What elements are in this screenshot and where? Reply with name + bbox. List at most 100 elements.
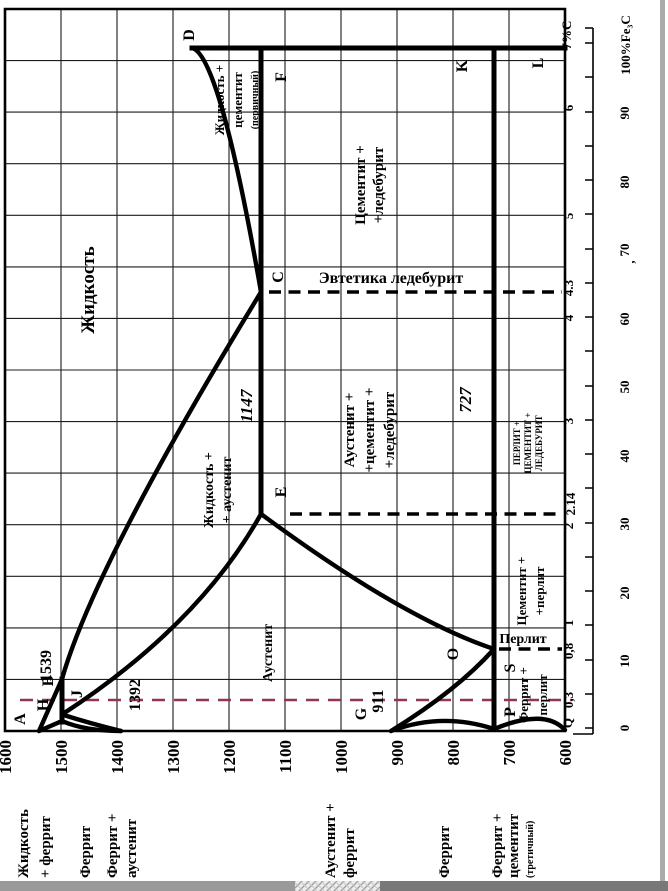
carbon-tick-q: Q (560, 718, 575, 728)
point-label-s: S (502, 663, 519, 672)
temp-tick-1000: 1000 (332, 740, 351, 774)
margin-liquid-ferrite-line1: Жидкость (16, 809, 32, 878)
region-liquid-austenite-line1: Жидкость + (202, 452, 217, 528)
point-label-o: O (445, 648, 462, 660)
temp-tick-1500: 1500 (52, 740, 71, 774)
annotation-911: 911 (370, 689, 387, 712)
region-liquid-cementite-line3: (первичный) (250, 71, 261, 130)
region-pearlite: Перлит (499, 632, 546, 647)
fe3c-tick-30: 30 (617, 518, 632, 531)
bottom-bar-light (0, 881, 295, 891)
carbon-tick-6: 6 (561, 104, 576, 111)
right-edge-strip (660, 0, 665, 881)
fe3c-tick-20: 20 (617, 587, 632, 600)
line-gp (388, 718, 497, 734)
point-label-j: J (69, 690, 86, 698)
solidus-je (59, 511, 264, 717)
margin-ferrite-cementite-line1: Феррит + (490, 813, 506, 878)
fe3c-tick-70: 70 (617, 244, 632, 257)
region-liquid-austenite-line2: + аустенит (220, 457, 235, 524)
fe3c-stray-comma: , (622, 260, 637, 263)
fe3c-tick-50: 50 (617, 381, 632, 394)
grid-carbon-lines (5, 60, 565, 680)
carbon-tick-2.14: 2.14 (563, 492, 578, 515)
region-liquid-cementite-line2: цементит (230, 72, 245, 128)
margin-ferrite-delta: Феррит (78, 825, 94, 878)
region-liquid: Жидкость (78, 246, 99, 333)
region-austenite-cementite-ledeburite-line3: +ледебурит (382, 391, 398, 468)
carbon-tick-0.3: 0,3 (561, 691, 576, 708)
region-cementite-ledeburite-line2: +ледебурит (371, 146, 387, 223)
annotation-1539: 1539 (38, 650, 55, 682)
point-label-d: D (181, 29, 198, 41)
carbon-tick-2: 2 (561, 523, 576, 530)
region-cementite-ledeburite-line1: Цементит + (353, 145, 369, 225)
annotation-727: 727 (456, 386, 475, 413)
point-label-p: P (502, 707, 519, 717)
margin-austenite-ferrite-line1: Аустенит + (323, 803, 339, 878)
region-ferrite-pearlite-line1: Феррит + (516, 667, 531, 723)
carbon-tick-3: 3 (561, 417, 576, 424)
liquidus-cd (189, 45, 264, 295)
annotation-1392: 1392 (127, 679, 144, 711)
point-label-c: C (270, 271, 287, 283)
bottom-bar-hatched (295, 881, 380, 891)
region-pearlite-cementite-ledeburite-line2: ЦЕМЕНТИТ + (523, 413, 533, 474)
region-austenite-cementite-ledeburite-line1: Аустенит + (342, 393, 358, 468)
fe3c-tick-0: 0 (617, 725, 632, 732)
margin-ferrite-cementite-line3: (третичный) (525, 821, 536, 878)
region-pearlite-cementite-ledeburite-line3: ЛЕДЕБУРИТ (534, 415, 544, 471)
region-cementite-pearlite-line2: +перлит (532, 566, 547, 615)
temp-tick-1200: 1200 (220, 740, 239, 774)
temp-tick-600: 600 (556, 740, 575, 766)
temp-tick-1400: 1400 (108, 740, 127, 774)
temp-tick-1600: 1600 (0, 740, 15, 774)
margin-ferrite-cementite-line2: цементит (506, 813, 522, 878)
fe3c-tick-40: 40 (617, 450, 632, 463)
carbon-tick-7pctC: 7%C (559, 21, 574, 50)
bottom-bar-dark (380, 881, 668, 891)
temp-tick-800: 800 (444, 740, 463, 766)
margin-liquid-ferrite-line2: + феррит (38, 815, 54, 878)
margin-ferrite-austenite-line1: Феррит + (105, 813, 121, 878)
annotation-1147: 1147 (237, 388, 256, 423)
carbon-tick-4: 4 (561, 314, 576, 321)
region-liquid-cementite-line1: Жидкость + (212, 65, 227, 135)
margin-ferrite-austenite-line2: аустенит (124, 818, 140, 878)
temp-tick-900: 900 (388, 740, 407, 766)
carbon-tick-4.3: 4.3 (561, 279, 576, 296)
point-label-g: G (353, 707, 370, 720)
point-label-b: B (40, 675, 57, 686)
fe3c-tick-80: 80 (617, 176, 632, 189)
point-label-k: K (454, 59, 471, 72)
carbon-tick-0.8: 0,8 (561, 642, 576, 659)
line-pq (491, 716, 568, 733)
point-label-e: E (273, 487, 290, 498)
region-austenite-cementite-ledeburite-line2: +цементит + (362, 387, 378, 472)
fe3c-axis (573, 27, 594, 735)
point-label-f: F (273, 72, 290, 82)
fe3c-tick-100: 100%Fe₃C (618, 15, 633, 75)
eutectic-ledeburite-caption: Эвтетика ледебурит (319, 270, 464, 287)
region-ferrite-pearlite-line2: перлит (535, 674, 550, 716)
margin-ferrite-alpha: Феррит (437, 825, 453, 878)
temp-tick-1100: 1100 (276, 740, 295, 773)
region-cementite-pearlite-line1: Цементит + (514, 557, 529, 626)
solidus-ah (36, 718, 65, 734)
point-label-l: L (530, 58, 547, 69)
fe3c-tick-10: 10 (617, 655, 632, 668)
margin-austenite-ferrite-line2: феррит (342, 828, 358, 878)
liquidus-ab (36, 676, 65, 734)
fe3c-tick-90: 90 (617, 107, 632, 120)
carbon-tick-1: 1 (561, 620, 576, 627)
region-austenite: Аустенит (261, 624, 276, 682)
carbon-tick-5: 5 (561, 212, 576, 219)
fe3c-tick-60: 60 (617, 313, 632, 326)
temp-tick-1300: 1300 (164, 740, 183, 774)
a3-line-gs (388, 646, 497, 734)
acm-line-es (258, 511, 497, 652)
temp-tick-700: 700 (500, 740, 519, 766)
